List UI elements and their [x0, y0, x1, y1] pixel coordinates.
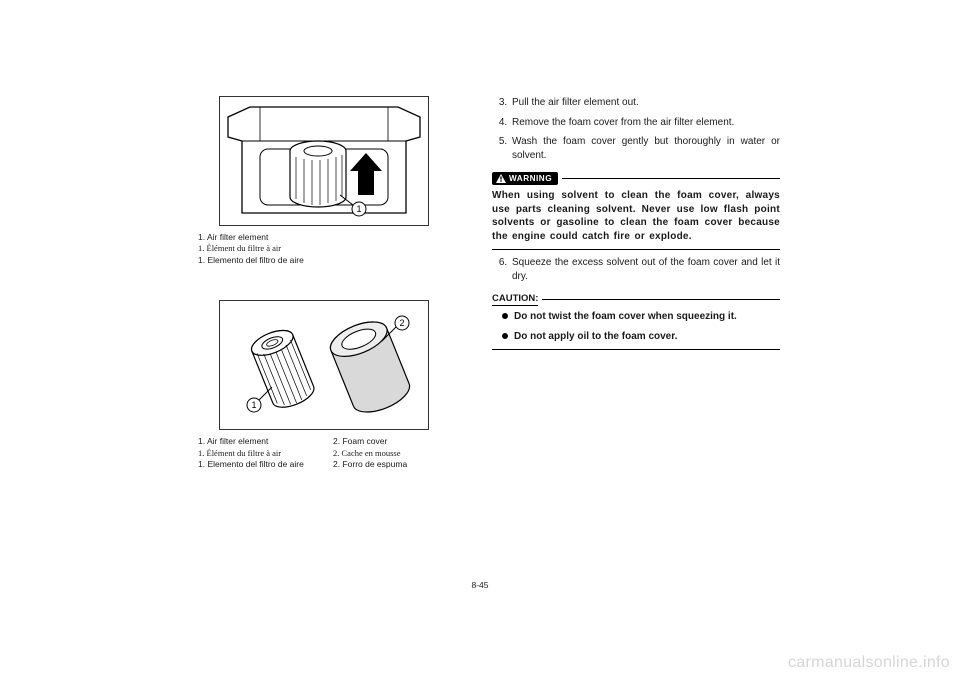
figure2-caption2-en: 2. Foam cover	[333, 436, 468, 447]
figure1-caption-fr: 1. Élément du filtre à air	[198, 243, 468, 254]
step-6: Squeeze the excess solvent out of the fo…	[510, 256, 780, 283]
step-4: Remove the foam cover from the air filte…	[510, 116, 780, 130]
step-5: Wash the foam cover gently but thoroughl…	[510, 135, 780, 162]
figure2-captions-col2: 2. Foam cover 2. Cache en mousse 2. Forr…	[333, 436, 468, 470]
figure1-svg: 1	[220, 97, 428, 225]
figure2-captions: 1. Air filter element 1. Élément du filt…	[198, 436, 468, 470]
warning-icon	[496, 174, 506, 183]
warning-body: When using solvent to clean the foam cov…	[492, 189, 780, 243]
figure2-svg: 1 2	[220, 301, 428, 429]
figure-filter-and-foam: 1 2	[219, 300, 429, 430]
left-column: 1 1. Air filter element 1. Élément du fi…	[180, 96, 480, 592]
watermark: carmanualsonline.info	[788, 654, 950, 672]
warning-end-rule	[492, 249, 780, 250]
figure2-caption1-en: 1. Air filter element	[198, 436, 333, 447]
figure1-captions: 1. Air filter element 1. Élément du filt…	[198, 232, 468, 266]
figure2-caption2-fr: 2. Cache en mousse	[333, 448, 468, 459]
caution-header: CAUTION:	[492, 293, 780, 306]
figure2-caption1-fr: 1. Élément du filtre à air	[198, 448, 333, 459]
figure2-captions-col1: 1. Air filter element 1. Élément du filt…	[198, 436, 333, 470]
caution-label: CAUTION:	[492, 293, 538, 306]
figure2-caption1-es: 1. Elemento del filtro de aire	[198, 459, 333, 470]
figure2-caption2-es: 2. Forro de espuma	[333, 459, 468, 470]
warning-label: WARNING	[509, 174, 552, 183]
caution-bullets: Do not twist the foam cover when squeezi…	[492, 310, 780, 343]
figure1-caption-en: 1. Air filter element	[198, 232, 468, 243]
svg-text:1: 1	[251, 400, 256, 410]
figure1-caption-es: 1. Elemento del filtro de aire	[198, 255, 468, 266]
step-3: Pull the air filter element out.	[510, 96, 780, 110]
caution-bullet-2: Do not apply oil to the foam cover.	[502, 330, 780, 344]
right-column: Pull the air filter element out. Remove …	[480, 96, 780, 592]
steps-6: Squeeze the excess solvent out of the fo…	[492, 256, 780, 283]
caution-end-rule	[492, 349, 780, 350]
svg-text:2: 2	[399, 318, 404, 328]
caution-rule	[542, 299, 780, 300]
figure-air-filter-in-housing: 1	[219, 96, 429, 226]
page-number: 8-45	[471, 580, 488, 590]
warning-header: WARNING	[492, 172, 780, 185]
svg-text:1: 1	[356, 204, 361, 214]
warning-rule	[562, 178, 780, 179]
steps-3-5: Pull the air filter element out. Remove …	[492, 96, 780, 162]
caution-bullet-1: Do not twist the foam cover when squeezi…	[502, 310, 780, 324]
manual-page: 1 1. Air filter element 1. Élément du fi…	[180, 96, 780, 592]
warning-badge: WARNING	[492, 172, 558, 185]
